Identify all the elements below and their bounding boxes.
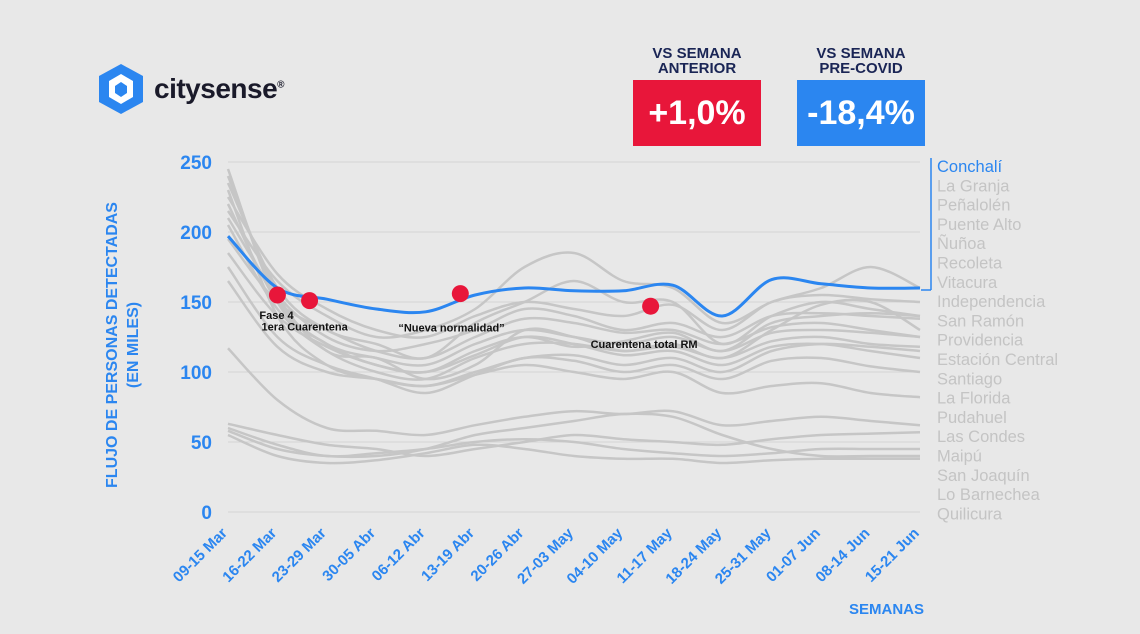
series-line [227,426,920,458]
kpi-value: -18,4% [807,93,915,132]
citysense-logo: citysense® [96,62,285,116]
kpi-previous-week: VS SEMANA ANTERIOR +1,0% [633,46,761,146]
series-line [227,347,921,437]
series-line [227,252,921,374]
annotation-marker [301,292,319,310]
kpi-title: VS SEMANA ANTERIOR [652,45,742,77]
series-line [226,203,921,367]
legend-item: Puente Alto [937,216,1021,234]
y-tick-label: 50 [191,433,212,454]
annotation-label: “Nueva normalidad” [398,323,504,335]
kpi-title: VS SEMANA PRE-COVID [816,45,906,77]
annotation-label: 1era Cuarentena [262,322,349,334]
legend-item: San Ramón [937,312,1024,330]
legend-item: La Florida [937,390,1011,408]
legend-item: San Joaquín [937,467,1030,485]
legend-item: Quilicura [937,505,1003,523]
legend-item: Maipú [937,448,982,466]
y-tick-label: 200 [180,223,212,244]
y-tick-label: 0 [201,503,212,524]
series-line [226,196,921,339]
y-tick-label: 150 [180,293,212,314]
x-tick-label: 15-21 Jun [862,525,923,586]
legend-item: Independencia [937,293,1046,311]
legend-item: Peñalolén [937,197,1010,215]
x-axis-label: SEMANAS [849,601,924,618]
annotation-marker [642,297,660,315]
legend-item: Recoleta [937,255,1003,273]
annotation-marker [268,286,286,304]
annotation-label: Cuarentena total RM [591,339,698,351]
legend-item: Ñuñoa [937,233,986,253]
series-line [227,280,921,399]
legend-item: Vitacura [937,274,998,292]
y-tick-label: 250 [180,153,212,174]
x-tick-label: 23-29 Mar [269,525,330,586]
legend-item: Conchalí [937,158,1003,176]
series-line [226,168,921,374]
y-axis-label: FLUJO DE PERSONAS DETECTADAS [104,202,121,488]
legend-item: La Granja [937,177,1010,195]
series-line [227,422,921,458]
kpi-pre-covid: VS SEMANA PRE-COVID -18,4% [797,46,925,146]
kpi-value-box: +1,0% [633,80,761,146]
annotation-label: Fase 4 [259,310,294,322]
legend-item: Lo Barnechea [937,486,1041,504]
kpi-value-box: -18,4% [797,80,925,146]
brand-name: citysense® [154,73,285,104]
y-tick-label: 100 [180,363,212,384]
kpi-value: +1,0% [648,93,746,132]
legend-item: Estación Central [937,351,1058,369]
series-line [227,433,920,465]
legend-item: Providencia [937,332,1024,350]
series-line-highlight [226,235,921,318]
series-line [226,266,921,395]
annotation-marker [451,285,469,303]
series-line [226,210,921,339]
series-line [227,238,921,360]
legend-item: Las Condes [937,428,1025,446]
series-line [226,217,921,353]
legend-item: Santiago [937,370,1002,388]
y-axis-unit: (EN MILES) [125,302,142,388]
hexagon-logo-icon [99,64,143,114]
legend-item: Pudahuel [937,409,1007,427]
